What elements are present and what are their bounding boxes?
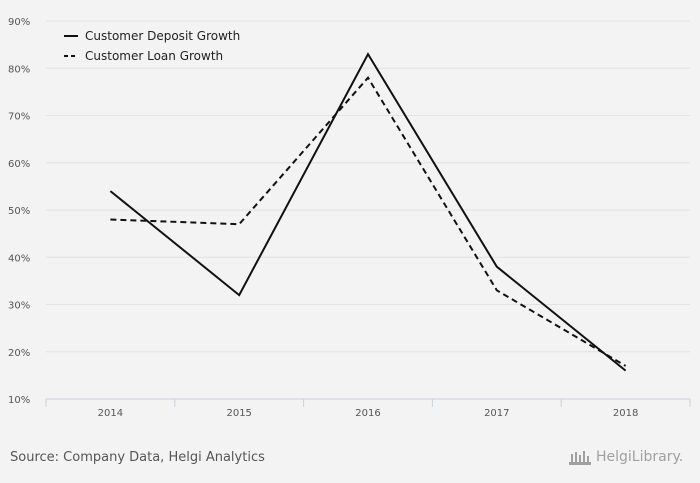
y-axis-tick-labels: 10% 20% 30% 40% 50% 60% 70% 80% 90% bbox=[8, 17, 30, 406]
source-note: Source: Company Data, Helgi Analytics bbox=[10, 450, 265, 465]
legend-label: Customer Loan Growth bbox=[85, 49, 223, 63]
y-tick-label: 70% bbox=[8, 112, 30, 123]
legend-label: Customer Deposit Growth bbox=[85, 29, 240, 43]
gridlines bbox=[46, 20, 690, 353]
y-tick-label: 60% bbox=[8, 159, 30, 170]
x-tick-label: 2014 bbox=[98, 408, 123, 419]
x-tick-label: 2015 bbox=[226, 408, 251, 419]
logo-text: HelgiLibrary. bbox=[596, 449, 684, 465]
library-building-icon bbox=[569, 451, 591, 465]
series-line bbox=[110, 76, 627, 367]
x-axis: 2014 2015 2016 2017 2018 bbox=[45, 398, 691, 419]
y-tick-label: 30% bbox=[8, 301, 30, 312]
y-tick-label: 50% bbox=[8, 206, 30, 217]
helgi-library-logo: HelgiLibrary. bbox=[568, 448, 683, 466]
x-tick-label: 2018 bbox=[613, 408, 638, 419]
x-tick-label: 2016 bbox=[355, 408, 380, 419]
y-tick-label: 90% bbox=[8, 17, 30, 28]
x-tick-label: 2017 bbox=[484, 408, 509, 419]
y-tick-label: 40% bbox=[8, 253, 30, 264]
y-tick-label: 10% bbox=[8, 395, 30, 406]
legend: Customer Deposit Growth Customer Loan Gro… bbox=[64, 29, 240, 63]
series-lines bbox=[109, 52, 627, 372]
series-line bbox=[109, 52, 627, 372]
y-tick-label: 80% bbox=[8, 64, 30, 75]
y-tick-label: 20% bbox=[8, 348, 30, 359]
